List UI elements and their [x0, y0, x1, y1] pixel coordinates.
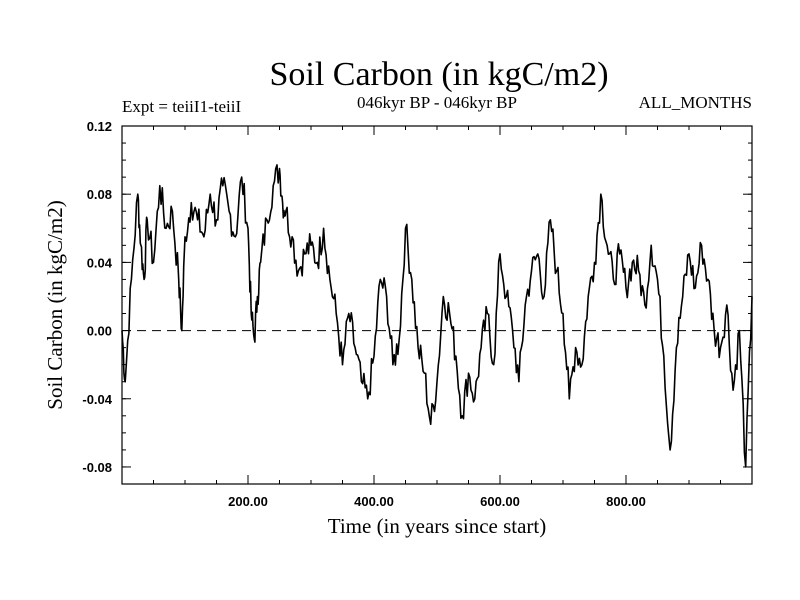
x-tick-label: 200.00 [228, 494, 268, 509]
y-tick-label: 0.04 [87, 255, 113, 270]
x-axis-label: Time (in years since start) [328, 514, 547, 538]
y-tick-label: 0.00 [87, 324, 112, 339]
chart-title: Soil Carbon (in kgC/m2) [269, 56, 608, 93]
y-axis-label: Soil Carbon (in kgC/m2) [43, 200, 67, 409]
y-tick-label: 0.08 [87, 187, 112, 202]
plot-frame [121, 125, 753, 485]
period-label: 046kyr BP - 046kyr BP [357, 93, 517, 112]
months-label: ALL_MONTHS [639, 93, 752, 112]
x-tick-label: 400.00 [354, 494, 394, 509]
y-tick-label: -0.04 [82, 392, 112, 407]
y-tick-label: 0.12 [87, 119, 112, 134]
x-tick-labels: 200.00 400.00 600.00 800.00 [228, 494, 646, 509]
experiment-label: Expt = teiiI1-teiiI [122, 97, 241, 116]
y-tick-label: -0.08 [82, 460, 112, 475]
y-tick-labels: -0.08 -0.04 0.00 0.04 0.08 0.12 [82, 119, 112, 475]
x-tick-label: 800.00 [606, 494, 646, 509]
x-tick-label: 600.00 [480, 494, 520, 509]
axis-ticks [122, 125, 752, 484]
series-line [121, 164, 753, 468]
